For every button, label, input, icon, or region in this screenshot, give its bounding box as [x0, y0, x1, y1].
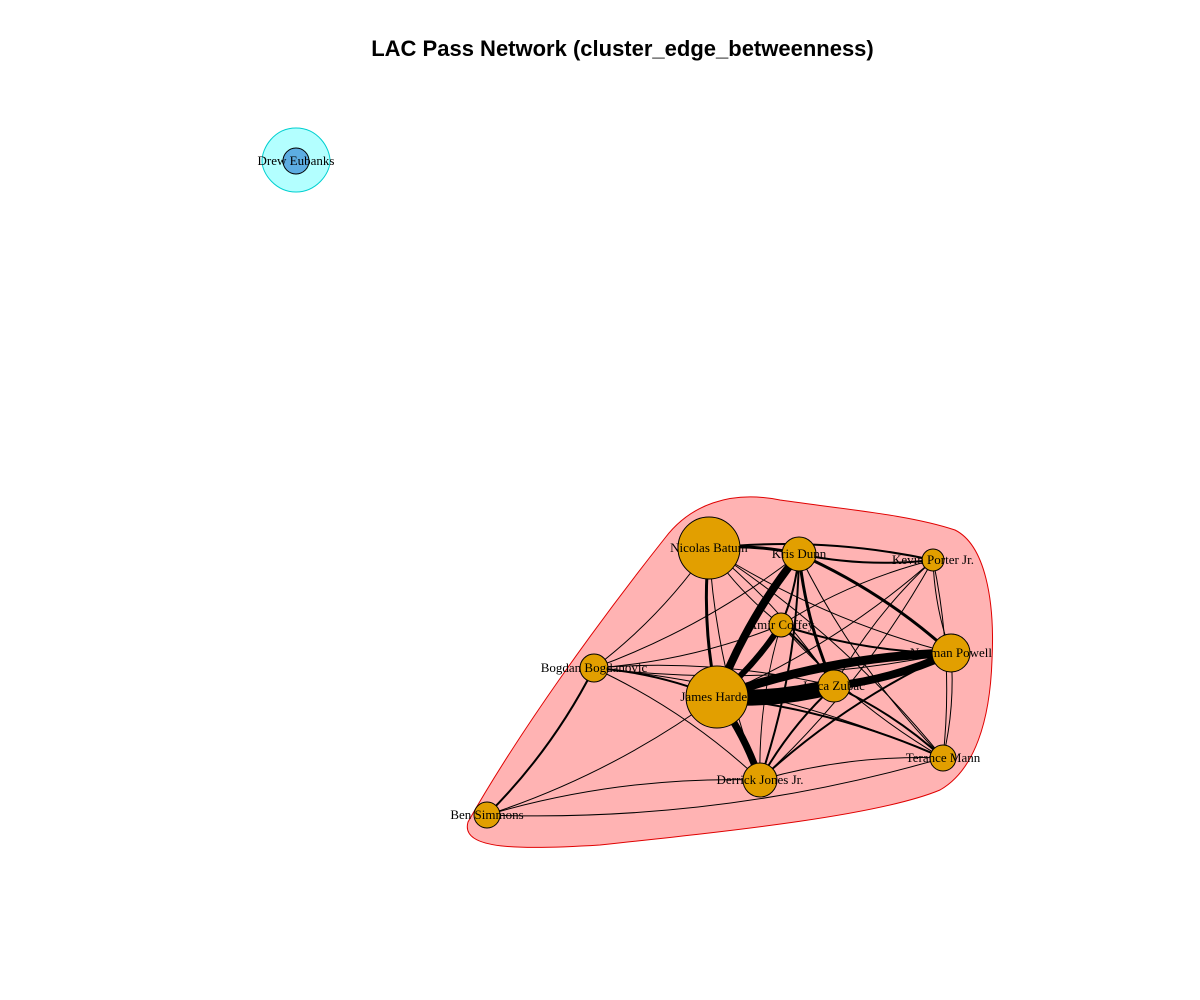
node-label-bogdan-bogdanovic: Bogdan Bogdanovic — [541, 660, 648, 675]
edge-derrick-jones-jr-bogdan-bogdanovic — [593, 667, 761, 781]
node-layer — [282, 147, 971, 829]
edge-bogdan-bogdanovic-terance-mann — [593, 667, 944, 759]
node-label-norman-powell: Norman Powell — [910, 645, 992, 660]
node-terance-mann — [929, 744, 957, 772]
edge-norman-powell-derrick-jones-jr — [759, 652, 952, 781]
node-norman-powell — [931, 633, 971, 673]
label-layer: Drew Eubanks Nicolas Batum Kris Dunn Kevin … — [258, 153, 993, 822]
edge-kevin-porter-jr-james-harden — [716, 559, 934, 698]
node-label-nicolas-batum: Nicolas Batum — [670, 540, 748, 555]
edge-kevin-porter-jr-amir-coffey — [780, 559, 934, 626]
node-label-ben-simmons: Ben Simmons — [450, 807, 523, 822]
edge-kevin-porter-jr-derrick-jones-jr — [759, 559, 934, 781]
node-label-derrick-jones-jr: Derrick Jones Jr. — [716, 772, 803, 787]
node-label-ivica-zubac: Ivica Zubac — [803, 678, 865, 693]
node-james-harden — [685, 665, 749, 729]
node-label-drew-eubanks: Drew Eubanks — [258, 153, 335, 168]
edge-kris-dunn-terance-mann — [798, 553, 944, 759]
node-bogdan-bogdanovic — [579, 653, 609, 683]
node-drew-eubanks — [282, 147, 310, 175]
edge-norman-powell-bogdan-bogdanovic — [593, 652, 952, 677]
edge-kris-dunn-norman-powell — [797, 552, 953, 655]
edge-kris-dunn-bogdan-bogdanovic — [593, 553, 800, 669]
cluster-hulls — [261, 127, 993, 849]
edge-ben-simmons-derrick-jones-jr — [486, 779, 761, 816]
chart-title: LAC Pass Network (cluster_edge_betweenne… — [371, 36, 874, 61]
node-amir-coffey — [768, 612, 794, 638]
edge-amir-coffey-derrick-jones-jr — [759, 624, 782, 781]
edge-kris-dunn-derrick-jones-jr — [759, 553, 800, 781]
node-ivica-zubac — [817, 669, 851, 703]
node-nicolas-batum — [677, 516, 741, 580]
node-label-amir-coffey: Amir Coffey — [748, 617, 815, 632]
edge-ben-simmons-terance-mann — [486, 757, 944, 817]
edge-ben-simmons-james-harden — [486, 696, 718, 816]
node-kevin-porter-jr — [921, 548, 945, 572]
edge-nicolas-batum-norman-powell — [708, 547, 952, 654]
edge-bogdan-bogdanovic-ben-simmons — [486, 667, 595, 816]
node-label-kris-dunn: Kris Dunn — [772, 546, 827, 561]
node-label-james-harden: James Harden — [680, 689, 754, 704]
node-kris-dunn — [781, 536, 817, 572]
edge-derrick-jones-jr-terance-mann — [759, 757, 944, 781]
edge-nicolas-batum-terance-mann — [708, 547, 944, 759]
node-derrick-jones-jr — [742, 762, 778, 798]
node-label-terance-mann: Terance Mann — [906, 750, 981, 765]
edge-amir-coffey-norman-powell — [780, 624, 952, 654]
node-label-kevin-porter-jr: Kevin Porter Jr. — [892, 552, 974, 567]
node-ben-simmons — [473, 801, 501, 829]
